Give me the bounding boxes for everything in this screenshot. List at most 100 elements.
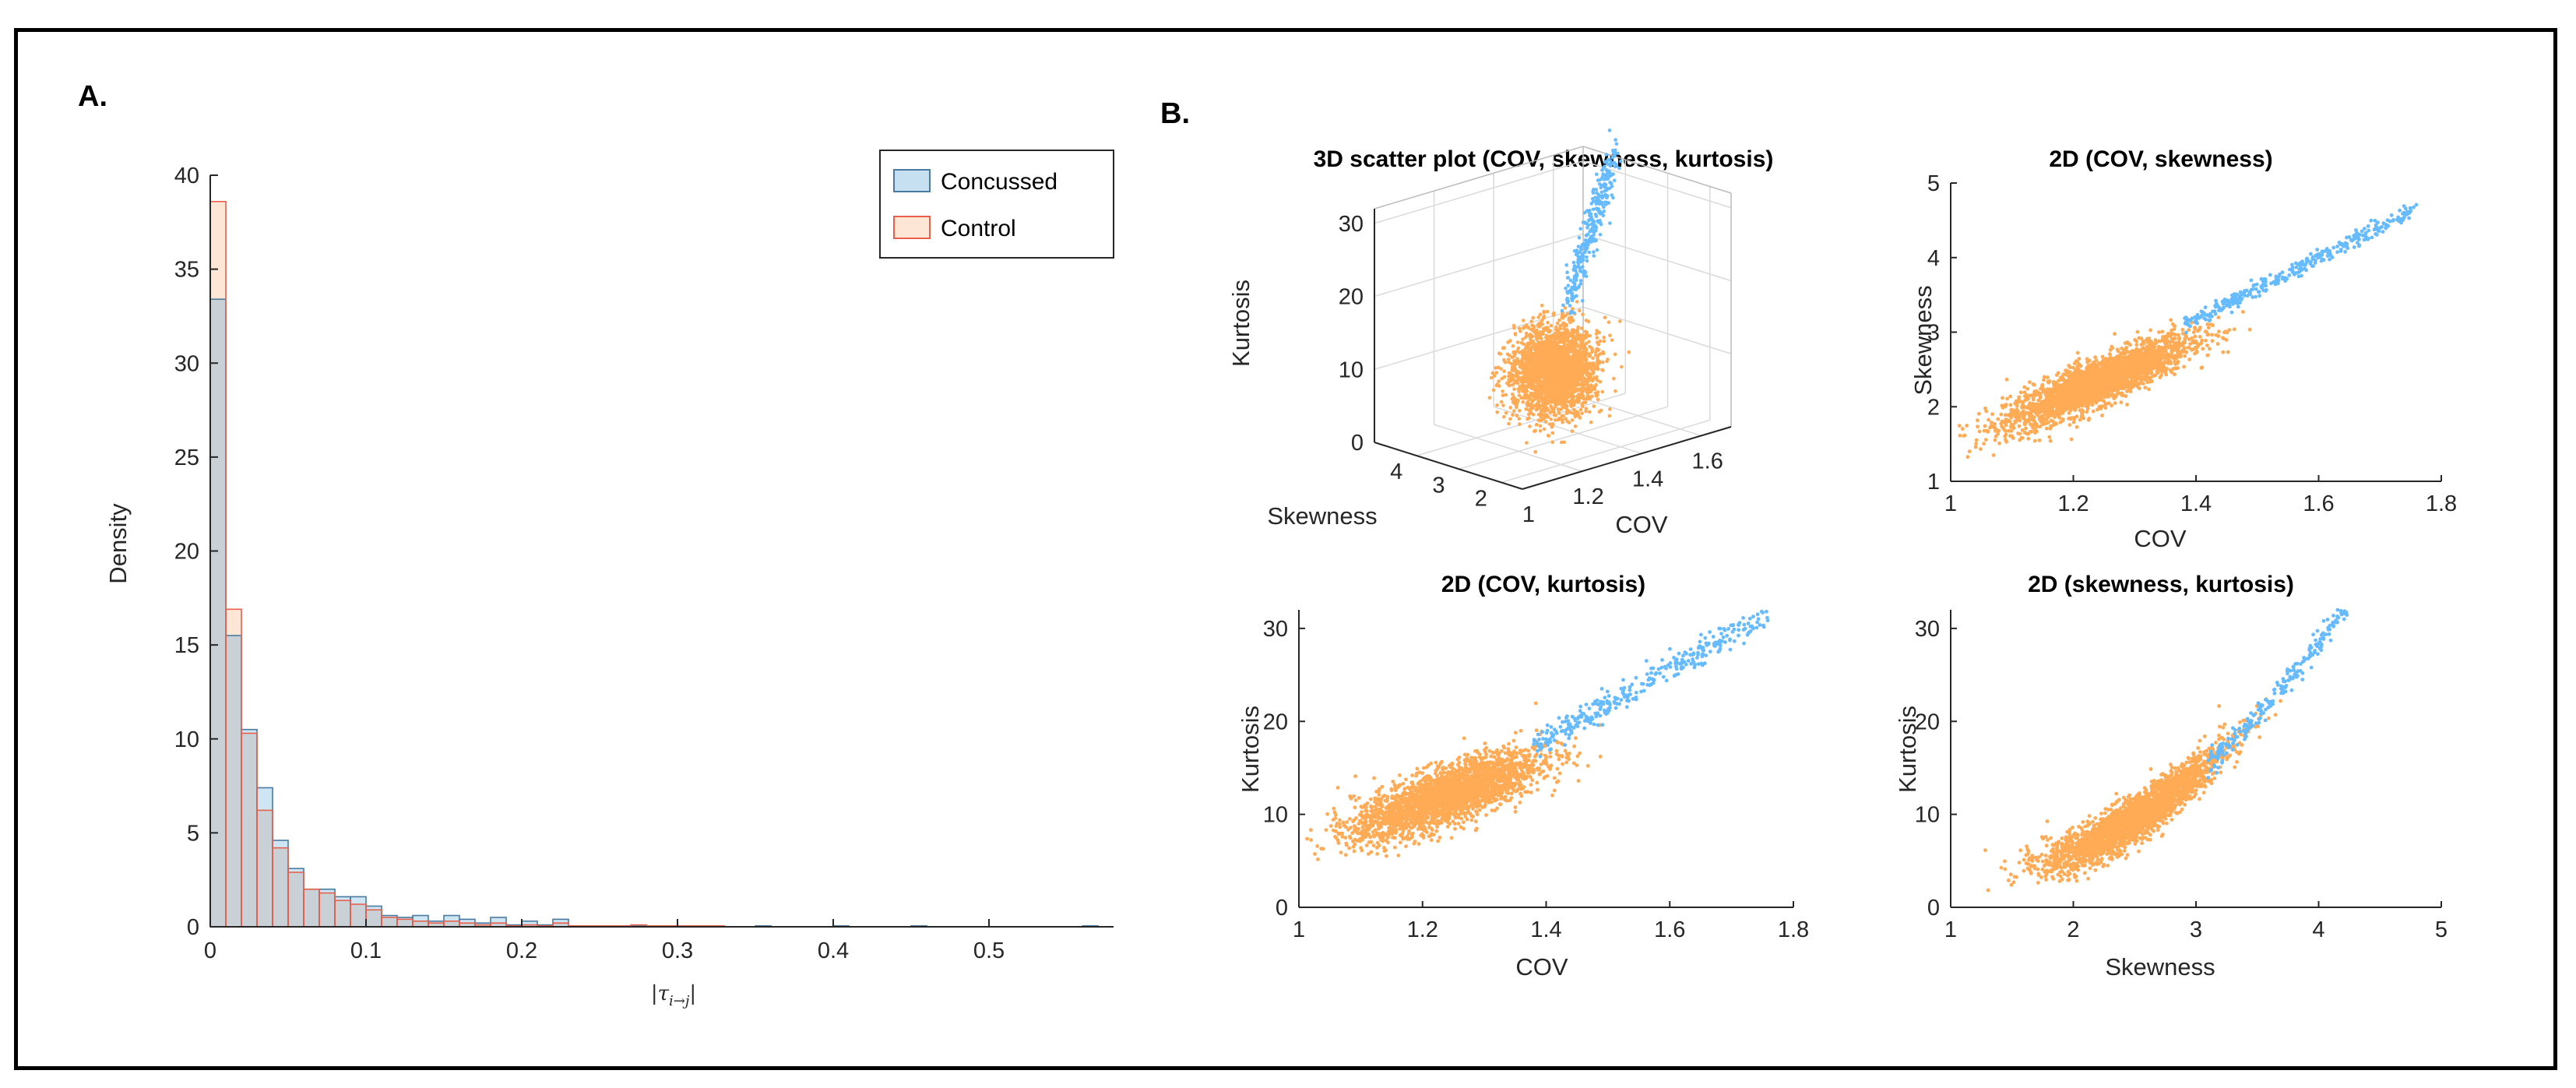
control-point [2215, 342, 2220, 346]
overlap-bar [335, 900, 350, 927]
control-point [2053, 411, 2058, 416]
control-point [1540, 344, 1545, 349]
control-point [1562, 340, 1566, 344]
concussed-point [1611, 172, 1615, 176]
concussed-point [1592, 233, 1596, 237]
control-point [2134, 339, 2139, 343]
control-point [1526, 357, 1531, 362]
control-point [2180, 328, 2185, 332]
control-point [1627, 350, 1631, 354]
control-point [1535, 367, 1539, 371]
control-point [1957, 424, 1962, 428]
control-point [1606, 357, 1610, 361]
concussed-point [1585, 259, 1589, 263]
concussed-point [1603, 164, 1606, 168]
concussed-point [1601, 172, 1605, 176]
control-point [1574, 338, 1578, 343]
concussed-point [1591, 191, 1596, 195]
control-point [1561, 350, 1566, 354]
control-point [2048, 438, 2053, 443]
histogram-xlabel-sub: i→j [669, 993, 690, 1009]
control-point [1587, 410, 1592, 414]
control-point [1549, 417, 1554, 421]
control-point [1596, 367, 1600, 371]
control-point [1568, 340, 1572, 344]
control-point [1536, 362, 1541, 367]
control-point [2037, 438, 2042, 442]
control-point [1511, 400, 1515, 404]
control-point [1563, 375, 1568, 379]
overlap-bar [241, 733, 257, 927]
control-point [1521, 337, 1525, 341]
concussed-point [1602, 210, 1606, 213]
overlap-bar [257, 810, 273, 927]
control-point [1494, 383, 1499, 388]
control-point [1560, 386, 1564, 391]
control-point [1583, 370, 1588, 375]
control-point [1522, 356, 1526, 361]
control-point [1543, 420, 1548, 424]
control-point [1587, 389, 1591, 393]
control-point [1544, 393, 1549, 396]
histogram-xlabel-base: τ [658, 982, 670, 1005]
control-point [2165, 367, 2170, 371]
control-point [1535, 371, 1539, 375]
control-point [2031, 382, 2036, 386]
concussed-point [1589, 202, 1593, 206]
control-point [1533, 428, 1537, 433]
control-point [2096, 362, 2100, 367]
concussed-point [1570, 298, 1575, 303]
control-point [1578, 407, 1583, 412]
control-point [1589, 420, 1593, 424]
overlap-bar [397, 919, 413, 927]
control-point [1527, 416, 1531, 420]
control-point [1592, 404, 1596, 408]
control-point [1576, 412, 1580, 416]
control-point [1507, 421, 1511, 426]
skewness-tick-label: 2 [1475, 486, 1487, 511]
control-point [2075, 424, 2079, 429]
control-point [1543, 348, 1547, 352]
control-point [1572, 347, 1577, 352]
concussed-point [1596, 210, 1601, 213]
control-point [1490, 371, 1495, 375]
concussed-point [1611, 150, 1616, 155]
control-point [2090, 403, 2095, 407]
control-point [1531, 386, 1535, 391]
control-point [1522, 326, 1526, 329]
control-point [2153, 338, 2158, 342]
panel-label-b: B. [1160, 97, 1190, 130]
concussed-point [1619, 159, 1623, 164]
control-point [1529, 319, 1533, 323]
control-point [2177, 354, 2182, 357]
control-point [1522, 351, 1526, 355]
control-point [1508, 406, 1512, 410]
control-point [1592, 361, 1596, 365]
concussed-point [1578, 282, 1583, 286]
control-point [1512, 326, 1516, 330]
control-point [1508, 379, 1511, 384]
control-point [1540, 340, 1544, 344]
control-point [2069, 437, 2074, 442]
control-point [1555, 347, 1560, 352]
control-point [1526, 326, 1531, 330]
control-point [2090, 400, 2095, 403]
concussed-point [1603, 188, 1607, 193]
control-point [1578, 377, 1583, 381]
control-point [1515, 414, 1519, 418]
control-point [1532, 413, 1536, 417]
control-point [2075, 350, 2080, 355]
control-point [1525, 441, 1529, 445]
control-point [2103, 395, 2107, 400]
control-point [1559, 407, 1563, 411]
control-point [1523, 335, 1528, 340]
histogram-y-tick-label: 40 [174, 164, 199, 188]
concussed-point [1602, 178, 1606, 181]
control-point [1538, 324, 1542, 329]
control-point [1607, 414, 1612, 418]
control-point [1989, 421, 1994, 424]
control-point [1610, 338, 1614, 343]
control-point [2092, 362, 2097, 366]
control-point [1560, 354, 1564, 358]
concussed-point [1587, 218, 1591, 222]
